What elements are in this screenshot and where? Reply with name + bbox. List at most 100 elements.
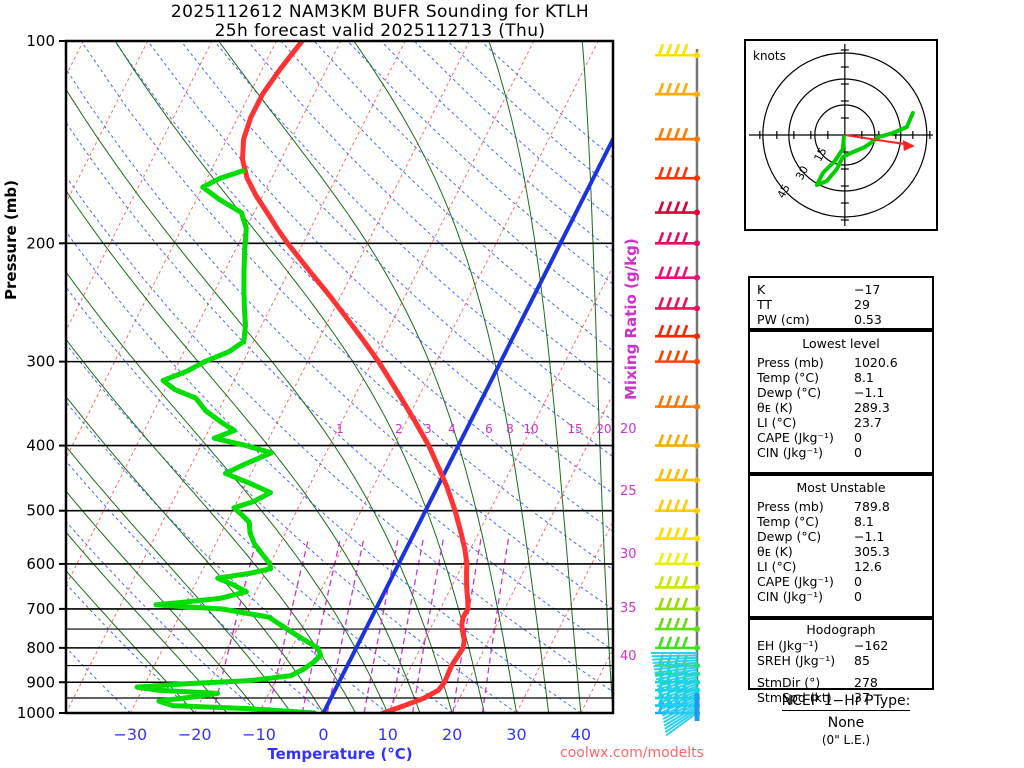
pressure-tick-label: 1000 <box>17 704 55 722</box>
pressure-tick-label: 900 <box>26 673 55 691</box>
wind-barb <box>655 324 700 340</box>
pressure-tick-label: 100 <box>26 32 55 50</box>
mixing-ratio-label: 15 <box>567 422 582 436</box>
lowest-level-row: CAPE (Jkg⁻¹) 0 <box>750 430 932 445</box>
hodograph-stat-row: EH (Jkg⁻¹) −162 <box>750 638 932 653</box>
most-unstable-key: Temp (°C) <box>757 514 820 529</box>
mixing-ratio-label: 8 <box>506 422 514 436</box>
mixing-ratio-label: 10 <box>523 422 538 436</box>
temperature-tick-label: 10 <box>378 725 398 744</box>
most-unstable-value: −1.1 <box>854 529 885 544</box>
height-label: 20 <box>620 422 637 437</box>
lowest-level-value: 23.7 <box>854 415 882 430</box>
mixing-ratio-label: 20 <box>596 422 611 436</box>
most-unstable-row: Temp (°C) 8.1 <box>750 514 932 529</box>
hodograph-stat-key: EH (Jkg⁻¹) <box>757 638 819 653</box>
lowest-level-key: CAPE (Jkg⁻¹) <box>757 430 834 445</box>
page-subtitle: 25h forecast valid 2025112713 (Thu) <box>214 21 546 41</box>
hodograph-stats-panel: Hodograph EH (Jkg⁻¹) −162 SREH (Jkg⁻¹) 85 St… <box>748 618 934 705</box>
lowest-level-row: Press (mb) 1020.6 <box>750 355 932 370</box>
most-unstable-key: CAPE (Jkg⁻¹) <box>757 574 834 589</box>
height-label: 35 <box>620 601 637 616</box>
pressure-axis-title: Pressure (mb) <box>2 180 20 300</box>
hodograph-stat-row: SREH (Jkg⁻¹) 85 <box>750 653 932 668</box>
most-unstable-row: CIN (Jkg⁻¹) 0 <box>750 589 932 604</box>
hodograph-ring-label: 15 <box>812 145 830 163</box>
wind-barb <box>655 127 700 143</box>
mixing-ratio-label: 6 <box>485 422 493 436</box>
most-unstable-value: 305.3 <box>854 544 890 559</box>
lowest-level-row: Dewp (°C) −1.1 <box>750 385 932 400</box>
lowest-level-row: Temp (°C) 8.1 <box>750 370 932 385</box>
most-unstable-key: Dewp (°C) <box>757 529 822 544</box>
ptype-liquid-equivalent: (0" L.E.) <box>821 733 871 747</box>
most-unstable-key: LI (°C) <box>757 559 797 574</box>
index-value: 29 <box>854 297 870 312</box>
most-unstable-row: θᴇ (K) 305.3 <box>750 544 932 559</box>
index-row: TT 29 <box>750 297 932 312</box>
wind-barb <box>655 266 700 281</box>
lowest-level-row: LI (°C) 23.7 <box>750 415 932 430</box>
hodograph-stat-key: StmDir (°) <box>757 675 821 690</box>
hodograph-stat-row: StmDir (°) 278 <box>750 675 932 690</box>
most-unstable-value: 12.6 <box>854 559 882 574</box>
height-label: 25 <box>620 484 637 499</box>
hodograph-stat-value: −162 <box>854 638 889 653</box>
temperature-tick-label: −10 <box>242 725 276 744</box>
wind-barb <box>655 166 700 182</box>
lowest-level-row: CIN (Jkg⁻¹) 0 <box>750 445 932 460</box>
temperature-tick-label: 20 <box>442 725 462 744</box>
hodograph-stat-value: 37 <box>854 690 870 705</box>
most-unstable-value: 0 <box>854 574 862 589</box>
ptype-heading: NCEP 1−Hr PType: <box>781 693 911 711</box>
wind-barb <box>655 395 700 410</box>
most-unstable-value: 789.8 <box>854 499 890 514</box>
hodograph-stat-value: 85 <box>854 653 870 668</box>
pressure-tick-label: 500 <box>26 502 55 520</box>
lowest-level-key: Dewp (°C) <box>757 385 822 400</box>
most-unstable-row: LI (°C) 12.6 <box>750 559 932 574</box>
height-label: 40 <box>620 649 637 664</box>
lowest-level-key: Temp (°C) <box>757 370 820 385</box>
wind-barb <box>655 617 700 633</box>
indices-panel: K −17 TT 29 PW (cm) 0.53 <box>748 276 934 330</box>
most-unstable-row: Press (mb) 789.8 <box>750 499 932 514</box>
wind-barb <box>655 552 700 567</box>
temperature-tick-label: 40 <box>571 725 591 744</box>
wind-barb <box>655 597 700 612</box>
lowest-level-key: Press (mb) <box>757 355 824 370</box>
hodograph-stat-row: StmSpd (kt) 37 <box>750 690 932 705</box>
hodograph-stat-row <box>750 668 932 675</box>
wind-barb <box>655 434 700 449</box>
wind-barb <box>655 201 700 216</box>
lowest-level-heading: Lowest level <box>802 336 880 351</box>
most-unstable-row: CAPE (Jkg⁻¹) 0 <box>750 574 932 589</box>
index-key: K <box>757 282 766 297</box>
hodograph-ring-label: 45 <box>775 182 793 200</box>
wind-barb <box>655 575 700 591</box>
most-unstable-key: CIN (Jkg⁻¹) <box>757 589 823 604</box>
lowest-level-panel: Lowest level Press (mb) 1020.6 Temp (°C) 8.… <box>748 330 934 474</box>
hodograph-stats-heading: Hodograph <box>806 622 876 637</box>
lowest-level-key: CIN (Jkg⁻¹) <box>757 445 823 460</box>
pressure-tick-label: 800 <box>26 639 55 657</box>
index-key: PW (cm) <box>757 312 810 327</box>
pressure-tick-label: 200 <box>26 234 55 252</box>
index-value: 0.53 <box>854 312 882 327</box>
mixing-ratio-label: 2 <box>395 422 403 436</box>
lowest-level-value: 1020.6 <box>854 355 898 370</box>
dewpoint-trace <box>134 168 323 713</box>
pressure-tick-label: 300 <box>26 353 55 371</box>
most-unstable-row: Dewp (°C) −1.1 <box>750 529 932 544</box>
lowest-level-value: 8.1 <box>854 370 874 385</box>
wind-barb <box>655 499 700 514</box>
hodograph-stat-key: SREH (Jkg⁻¹) <box>757 653 836 668</box>
page-title: 2025112612 NAM3KM BUFR Sounding for KTLH <box>170 2 590 22</box>
wind-barb <box>655 350 700 365</box>
most-unstable-heading: Most Unstable <box>796 480 886 495</box>
lowest-level-value: 0 <box>854 430 862 445</box>
wind-barb <box>655 296 700 312</box>
most-unstable-key: Press (mb) <box>757 499 824 514</box>
mixing-ratio-axis-title: Mixing Ratio (g/kg) <box>622 238 640 400</box>
